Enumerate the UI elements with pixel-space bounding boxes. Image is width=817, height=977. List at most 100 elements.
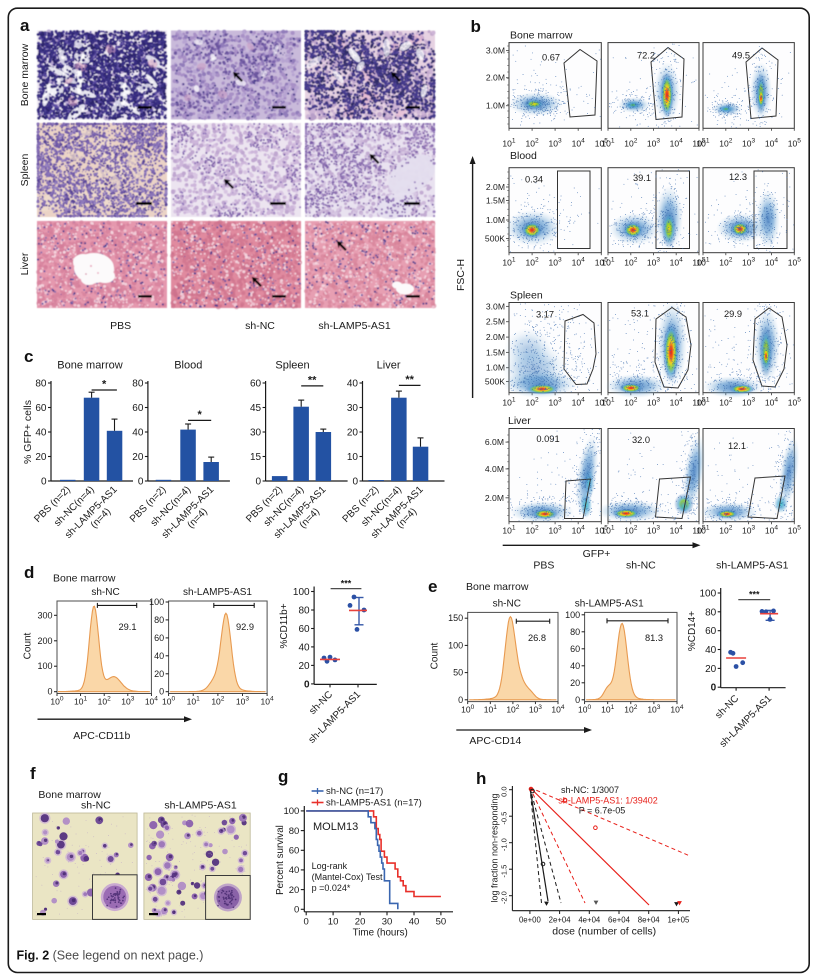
svg-text:80: 80: [298, 606, 310, 617]
svg-text:40: 40: [132, 428, 144, 439]
svg-text:102: 102: [526, 397, 539, 408]
svg-text:0: 0: [352, 477, 358, 488]
svg-text:102: 102: [506, 704, 519, 715]
svg-text:300: 300: [37, 610, 52, 620]
svg-text:Count: Count: [430, 642, 441, 669]
svg-text:80: 80: [154, 615, 164, 625]
svg-text:101: 101: [601, 525, 614, 536]
svg-text:40: 40: [298, 642, 310, 653]
svg-text:105: 105: [788, 397, 801, 408]
svg-text:100: 100: [565, 610, 580, 620]
svg-text:105: 105: [692, 257, 705, 268]
svg-text:45: 45: [250, 403, 262, 414]
svg-text:103: 103: [647, 138, 660, 149]
svg-text:104: 104: [670, 525, 683, 536]
svg-text:20: 20: [132, 452, 144, 463]
svg-text:101: 101: [696, 397, 709, 408]
svg-text:0: 0: [304, 679, 310, 690]
svg-text:29.9: 29.9: [724, 309, 742, 319]
svg-text:2e+04: 2e+04: [549, 916, 572, 925]
svg-text:0.67: 0.67: [542, 53, 560, 63]
svg-text:Bone marrow: Bone marrow: [510, 30, 573, 42]
svg-text:4e+04: 4e+04: [578, 916, 601, 925]
svg-text:103: 103: [647, 525, 660, 536]
svg-text:103: 103: [549, 397, 562, 408]
svg-text:Liver: Liver: [508, 415, 531, 427]
svg-text:20: 20: [570, 678, 580, 688]
svg-text:1.0M: 1.0M: [486, 215, 505, 225]
svg-text:100: 100: [50, 696, 63, 707]
svg-text:102: 102: [98, 696, 111, 707]
svg-text:102: 102: [624, 704, 637, 715]
svg-text:101: 101: [696, 525, 709, 536]
svg-text:100: 100: [293, 587, 310, 598]
svg-text:103: 103: [742, 257, 755, 268]
svg-text:72.2: 72.2: [637, 51, 655, 61]
svg-text:104: 104: [670, 138, 683, 149]
svg-text:100: 100: [283, 806, 299, 817]
svg-text:104: 104: [765, 138, 778, 149]
svg-text:100: 100: [37, 661, 52, 671]
svg-text:0: 0: [159, 687, 164, 697]
svg-text:101: 101: [502, 397, 515, 408]
svg-text:0.0: 0.0: [500, 786, 509, 796]
svg-text:49.5: 49.5: [732, 51, 750, 61]
svg-text:102: 102: [719, 257, 732, 268]
svg-text:8e+04: 8e+04: [638, 916, 661, 925]
svg-text:104: 104: [572, 257, 585, 268]
svg-text:80: 80: [132, 379, 144, 390]
svg-text:105: 105: [595, 397, 608, 408]
svg-text:103: 103: [647, 257, 660, 268]
svg-text:sh-LAMP5-AS1 (n=17): sh-LAMP5-AS1 (n=17): [326, 798, 422, 809]
svg-text:102: 102: [211, 696, 224, 707]
svg-text:e: e: [428, 577, 437, 596]
svg-text:0: 0: [138, 477, 144, 488]
svg-text:102: 102: [526, 138, 539, 149]
svg-text:MOLM13: MOLM13: [313, 821, 358, 833]
svg-text:Blood: Blood: [174, 360, 202, 372]
svg-text:50: 50: [453, 668, 463, 678]
svg-text:80: 80: [705, 607, 717, 618]
svg-text:105: 105: [595, 138, 608, 149]
svg-text:sh-NC: sh-NC: [493, 598, 521, 609]
svg-text:2.0M: 2.0M: [486, 73, 505, 83]
svg-text:20: 20: [289, 885, 300, 896]
svg-text:32.0: 32.0: [632, 435, 650, 445]
svg-text:**: **: [405, 374, 414, 386]
svg-text:1.5M: 1.5M: [486, 347, 505, 357]
svg-text:6.0M: 6.0M: [485, 437, 504, 447]
svg-text:Bone marrow: Bone marrow: [57, 360, 122, 372]
svg-text:0: 0: [458, 695, 463, 705]
svg-text:2.5M: 2.5M: [486, 317, 505, 327]
svg-text:100: 100: [700, 589, 717, 600]
svg-text:20: 20: [154, 669, 164, 679]
svg-text:29.1: 29.1: [118, 622, 136, 632]
svg-text:1.5M: 1.5M: [486, 196, 505, 206]
svg-text:0: 0: [294, 905, 299, 916]
svg-text:60: 60: [298, 624, 310, 635]
svg-text:103: 103: [742, 397, 755, 408]
svg-text:0: 0: [575, 695, 580, 705]
svg-text:sh-NC: 1/3007: sh-NC: 1/3007: [561, 785, 619, 795]
svg-text:80: 80: [570, 627, 580, 637]
svg-text:104: 104: [765, 525, 778, 536]
svg-text:FSC-H: FSC-H: [455, 259, 467, 291]
svg-text:0: 0: [304, 917, 309, 928]
svg-text:Liver: Liver: [19, 252, 31, 275]
svg-text:100: 100: [162, 696, 175, 707]
svg-text:-1.0: -1.0: [500, 838, 509, 851]
svg-text:40: 40: [705, 645, 717, 656]
svg-text:102: 102: [526, 525, 539, 536]
svg-text:102: 102: [624, 257, 637, 268]
svg-text:c: c: [24, 347, 33, 366]
svg-text:1e+05: 1e+05: [667, 916, 690, 925]
svg-text:50: 50: [436, 917, 447, 928]
svg-text:20: 20: [298, 661, 310, 672]
svg-text:60: 60: [35, 403, 47, 414]
svg-text:40: 40: [409, 917, 420, 928]
svg-text:40: 40: [35, 428, 47, 439]
svg-text:104: 104: [145, 696, 158, 707]
svg-text:104: 104: [572, 397, 585, 408]
svg-text:12.1: 12.1: [728, 441, 746, 451]
svg-text:101: 101: [696, 138, 709, 149]
